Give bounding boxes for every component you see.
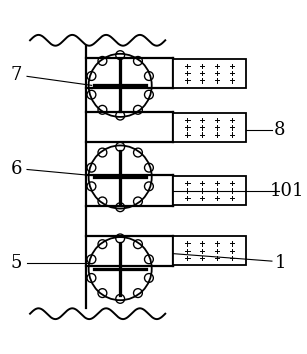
Bar [173,236,247,265]
Bar [173,59,247,87]
Text: 6: 6 [11,160,22,178]
Text: 8: 8 [274,121,285,139]
Text: 7: 7 [11,66,22,84]
Bar [173,113,247,142]
Text: 5: 5 [11,253,22,272]
Text: 101: 101 [270,182,304,200]
Bar [173,176,247,205]
Text: 1: 1 [275,253,287,272]
